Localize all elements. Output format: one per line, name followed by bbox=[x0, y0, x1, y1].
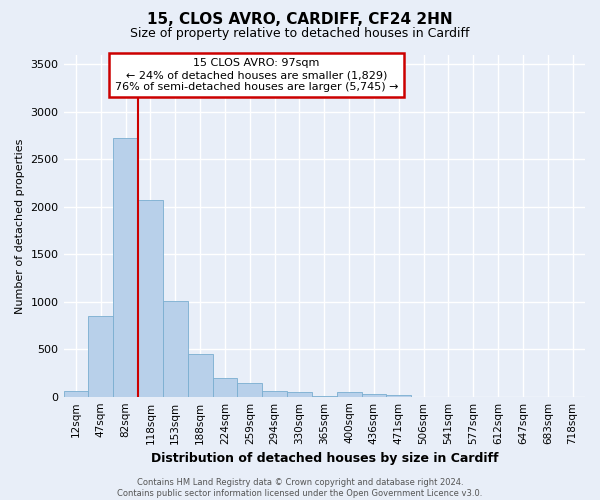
Bar bbox=[163, 301, 188, 396]
Bar bbox=[287, 392, 312, 396]
Bar bbox=[212, 378, 238, 396]
X-axis label: Distribution of detached houses by size in Cardiff: Distribution of detached houses by size … bbox=[151, 452, 498, 465]
Bar bbox=[113, 138, 138, 396]
Text: Size of property relative to detached houses in Cardiff: Size of property relative to detached ho… bbox=[130, 28, 470, 40]
Bar bbox=[138, 200, 163, 396]
Text: 15 CLOS AVRO: 97sqm
← 24% of detached houses are smaller (1,829)
76% of semi-det: 15 CLOS AVRO: 97sqm ← 24% of detached ho… bbox=[115, 58, 398, 92]
Text: Contains HM Land Registry data © Crown copyright and database right 2024.
Contai: Contains HM Land Registry data © Crown c… bbox=[118, 478, 482, 498]
Bar bbox=[238, 384, 262, 396]
Bar bbox=[362, 394, 386, 396]
Bar bbox=[337, 392, 362, 396]
Text: 15, CLOS AVRO, CARDIFF, CF24 2HN: 15, CLOS AVRO, CARDIFF, CF24 2HN bbox=[147, 12, 453, 28]
Bar bbox=[88, 316, 113, 396]
Bar bbox=[262, 390, 287, 396]
Y-axis label: Number of detached properties: Number of detached properties bbox=[15, 138, 25, 314]
Bar bbox=[64, 392, 88, 396]
Bar bbox=[386, 395, 411, 396]
Bar bbox=[188, 354, 212, 397]
